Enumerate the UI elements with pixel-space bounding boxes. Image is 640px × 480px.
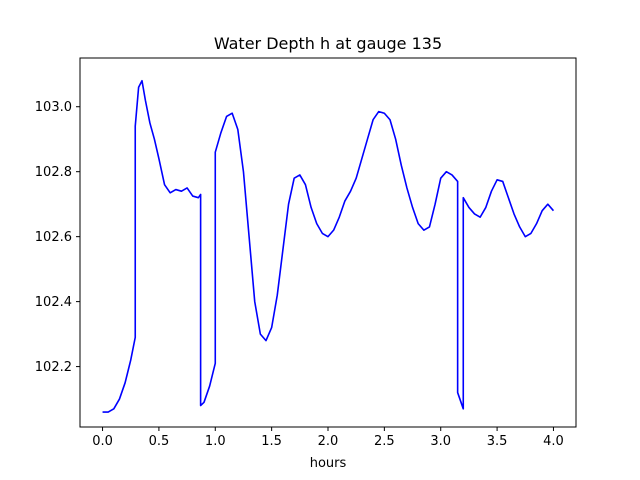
y-tick-label: 102.2 bbox=[35, 360, 72, 375]
plot-frame bbox=[79, 57, 577, 428]
x-tick-label: 0.5 bbox=[149, 434, 170, 449]
x-tick-label: 1.5 bbox=[261, 434, 282, 449]
x-axis-label: hours bbox=[310, 456, 347, 471]
x-tick-label: 2.5 bbox=[374, 434, 395, 449]
chart-title: Water Depth h at gauge 135 bbox=[214, 34, 442, 53]
plot-area bbox=[102, 79, 555, 413]
x-tick-label: 2.0 bbox=[318, 434, 339, 449]
x-tick-label: 3.5 bbox=[487, 434, 508, 449]
x-tick-label: 4.0 bbox=[543, 434, 564, 449]
y-tick-label: 102.4 bbox=[35, 295, 72, 310]
y-tick-label: 103.0 bbox=[35, 100, 72, 115]
y-axis: 102.2 102.4 102.6 102.8 103.0 bbox=[35, 100, 80, 375]
x-axis: 0.0 0.5 1.0 1.5 2.0 2.5 3.0 3.5 4.0 bbox=[92, 427, 564, 449]
y-tick-label: 102.8 bbox=[35, 165, 72, 180]
y-tick-label: 102.6 bbox=[35, 230, 72, 245]
series-line bbox=[102, 79, 555, 413]
x-tick-label: 3.0 bbox=[430, 434, 451, 449]
x-tick-label: 1.0 bbox=[205, 434, 226, 449]
x-tick-label: 0.0 bbox=[92, 434, 113, 449]
